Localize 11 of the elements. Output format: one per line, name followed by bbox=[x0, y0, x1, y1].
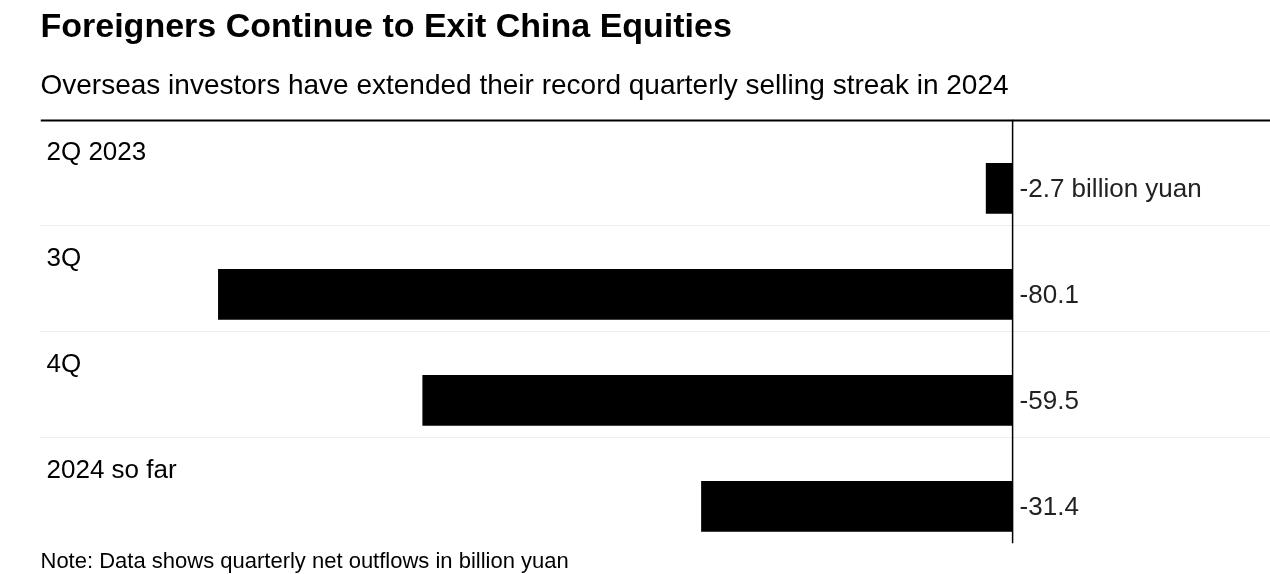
text: Note: Data shows quarterly net outflows in billion yuan bbox=[40, 547, 569, 573]
y-tick-label: 2024 so far bbox=[46, 454, 177, 485]
y-tick-label: 2Q 2023 bbox=[46, 136, 147, 167]
data-label: -31.4 bbox=[1019, 491, 1079, 522]
chart-title: Foreigners Continue to Exit China Equities bbox=[40, 5, 732, 44]
chart-subtitle: Overseas investors have extended their record quarterly selling streak in 2024 bbox=[40, 68, 1009, 100]
y-tick-label: 4Q bbox=[46, 348, 82, 379]
data-label: -2.7 billion yuan bbox=[1019, 173, 1202, 204]
data-label: -80.1 bbox=[1019, 279, 1079, 310]
data-label: -59.5 bbox=[1019, 385, 1079, 416]
y-tick-label: 3Q bbox=[46, 242, 82, 273]
